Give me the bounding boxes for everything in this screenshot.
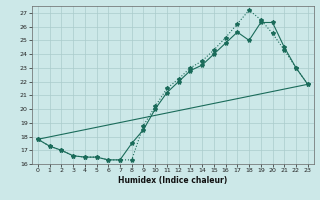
X-axis label: Humidex (Indice chaleur): Humidex (Indice chaleur) — [118, 176, 228, 185]
